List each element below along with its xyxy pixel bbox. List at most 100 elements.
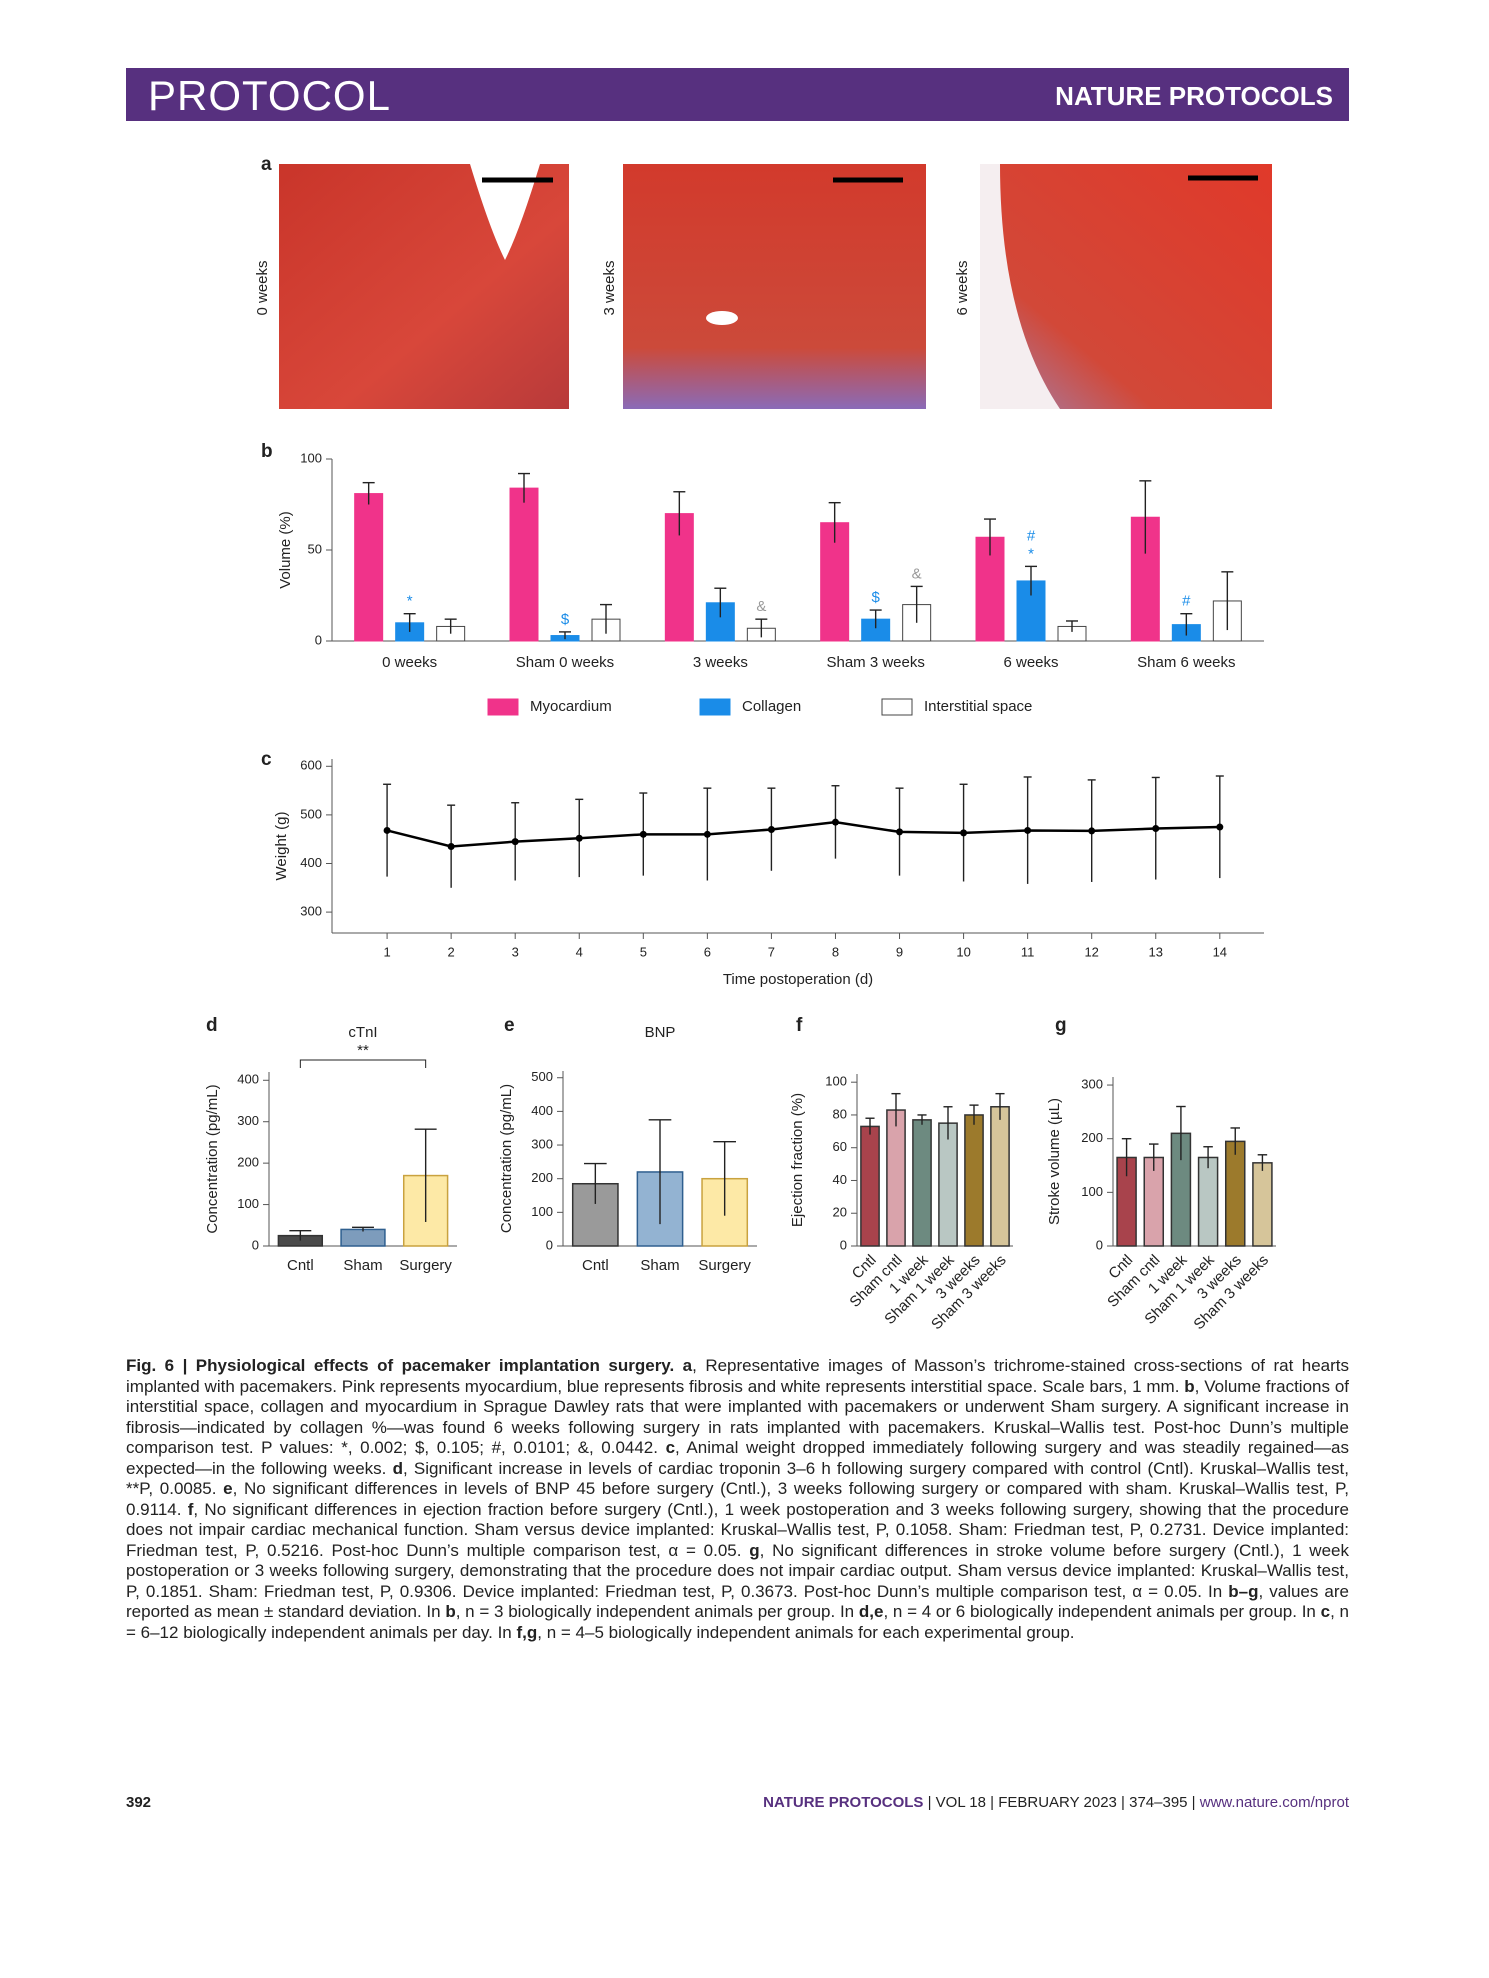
significance-marker: * [1028, 545, 1034, 562]
x-tick-label: Sham 3 weeks [826, 654, 924, 671]
footer: 392 NATURE PROTOCOLS | VOL 18 | FEBRUARY… [126, 1794, 1349, 1811]
caption-text: , Representative images of Masson’s tric… [126, 1356, 1350, 1396]
image-label: 3 weeks [601, 260, 618, 315]
y-axis-label: Volume (%) [277, 511, 294, 589]
y-axis-label: Concentration (pg/mL) [204, 1084, 221, 1233]
caption-label: Fig. 6 | Physiological effects of pacema… [126, 1356, 693, 1375]
bar [1197, 1156, 1219, 1247]
mean-point [511, 838, 519, 846]
bar [886, 1109, 906, 1247]
journal-name: NATURE PROTOCOLS [1055, 81, 1333, 111]
y-tick-label: 200 [1081, 1130, 1103, 1145]
figure-caption: Fig. 6 | Physiological effects of pacema… [126, 1356, 1349, 1643]
panel-letter: c [261, 749, 272, 770]
section-title: PROTOCOL [148, 72, 391, 119]
y-tick-label: 0 [315, 632, 322, 647]
mean-point [447, 842, 455, 850]
significance-marker: $ [871, 589, 880, 606]
panel-letter: d [206, 1015, 218, 1036]
x-tick-label: Sham 6 weeks [1137, 654, 1235, 671]
y-tick-label: 60 [833, 1139, 847, 1154]
mean-point [1152, 825, 1160, 833]
caption-label: d [392, 1458, 403, 1478]
panel-letter: f [796, 1015, 803, 1036]
y-tick-label: 100 [1081, 1184, 1103, 1199]
x-tick-label: Surgery [698, 1257, 751, 1274]
image-label: 0 weeks [254, 260, 271, 315]
image-vessel [706, 311, 738, 325]
mean-point [703, 830, 711, 838]
x-tick-label: Sham [640, 1257, 679, 1274]
legend-label: Collagen [742, 698, 801, 715]
caption-text: , No significant differences in ejection… [126, 1499, 1350, 1560]
significance-marker: & [912, 565, 922, 582]
y-axis-label: Ejection fraction (%) [789, 1093, 806, 1227]
y-tick-label: 100 [531, 1204, 553, 1219]
x-tick-label: Surgery [399, 1257, 452, 1274]
caption-text: , Significant increase in levels of card… [126, 1458, 1350, 1499]
journal-name: NATURE PROTOCOLS [763, 1794, 924, 1811]
y-tick-label: 100 [825, 1074, 847, 1089]
y-tick-label: 400 [531, 1103, 553, 1118]
bar [860, 1125, 880, 1247]
legend-swatch [881, 698, 913, 716]
x-tick-label: 1 [383, 944, 390, 959]
legend-label: Myocardium [530, 698, 612, 715]
caption-text: , n = 3 biologically independent animals… [455, 1602, 859, 1621]
x-tick-label: 14 [1213, 944, 1227, 959]
y-tick-label: 40 [833, 1172, 847, 1187]
significance-marker: # [1027, 527, 1036, 544]
significance-marker: # [1182, 593, 1191, 610]
chart-title: BNP [645, 1024, 676, 1041]
y-tick-label: 100 [300, 450, 322, 465]
mean-point [960, 829, 968, 837]
x-tick-label: Sham [343, 1257, 382, 1274]
caption-label: b [1184, 1376, 1195, 1396]
caption-text: , n = 6–12 biologically independent anim… [126, 1602, 1349, 1642]
caption-label: d,e [858, 1602, 884, 1621]
mean-point [896, 828, 904, 836]
y-tick-label: 300 [237, 1113, 259, 1128]
y-tick-label: 500 [300, 806, 322, 821]
image-lumen [470, 164, 540, 260]
panel-letter: e [504, 1015, 515, 1036]
significance-marker: $ [561, 611, 570, 628]
y-axis-label: Stroke volume (µL) [1046, 1098, 1063, 1225]
x-tick-label: 11 [1021, 944, 1035, 959]
y-axis-label: Concentration (pg/mL) [498, 1084, 515, 1233]
histology-image [623, 164, 926, 409]
bar [354, 493, 384, 642]
y-tick-label: 80 [833, 1106, 847, 1121]
image-label: 6 weeks [954, 260, 971, 315]
bar [912, 1119, 932, 1247]
mean-point [639, 830, 647, 838]
caption-text: , values are reported as mean ± standard… [126, 1581, 1349, 1622]
x-tick-label: 10 [956, 944, 970, 959]
mean-line [386, 820, 1220, 848]
y-tick-label: 200 [531, 1170, 553, 1185]
url: www.nature.com/nprot [1199, 1794, 1349, 1811]
x-tick-label: 2 [448, 944, 455, 959]
caption-label: b–g [1228, 1581, 1259, 1601]
citation: NATURE PROTOCOLS | VOL 18 | FEBRUARY 202… [763, 1794, 1349, 1811]
caption-label: f,g [516, 1622, 538, 1642]
mean-point [1088, 827, 1096, 835]
y-tick-label: 200 [237, 1155, 259, 1170]
significance-bracket [299, 1059, 427, 1068]
legend-label: Interstitial space [924, 698, 1032, 715]
caption-text: , n = 4–5 biologically independent anima… [537, 1622, 1075, 1642]
x-axis-label: Time postoperation (d) [723, 971, 873, 988]
caption-text: , No significant differences in levels o… [126, 1479, 1349, 1519]
x-tick-label: 6 weeks [1003, 654, 1058, 671]
y-tick-label: 400 [300, 855, 322, 870]
caption-text: , Volume fractions of interstitial space… [126, 1376, 1349, 1458]
y-tick-label: 300 [531, 1136, 553, 1151]
y-tick-label: 500 [531, 1069, 553, 1084]
y-tick-label: 400 [237, 1072, 259, 1087]
y-tick-label: 600 [300, 758, 322, 773]
caption-label: g [749, 1540, 760, 1560]
y-tick-label: 0 [840, 1237, 847, 1252]
page-number: 392 [126, 1794, 152, 1811]
y-tick-label: 20 [833, 1205, 847, 1220]
